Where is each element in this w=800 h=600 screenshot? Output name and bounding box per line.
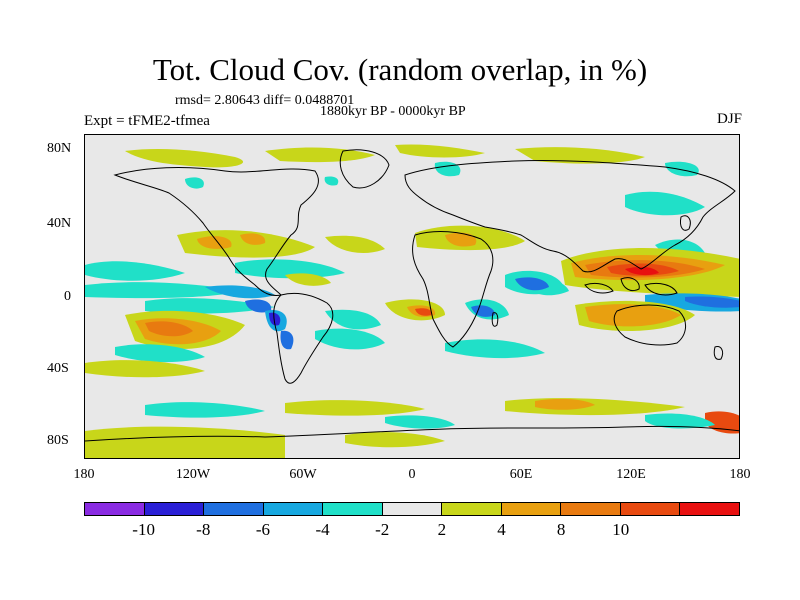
lon-label-180w: 180	[73, 467, 95, 482]
colorbar-box	[144, 503, 205, 515]
lon-label-120e: 120E	[616, 467, 646, 482]
colorbar-label: -6	[255, 520, 270, 539]
colorbar-label: 2	[437, 520, 447, 539]
colorbar-label: 10	[612, 520, 630, 539]
season-label: DJF	[716, 111, 742, 127]
cloud-cover-anomaly-map	[85, 144, 739, 458]
colorbar-box	[620, 503, 681, 515]
lon-label-0: 0	[408, 467, 416, 482]
colorbar-label: -4	[315, 520, 330, 539]
lat-label-40s: 40S	[47, 361, 69, 376]
colorbar-box	[442, 503, 502, 515]
lon-label-120w: 120W	[175, 467, 211, 482]
colorbar-box	[204, 503, 264, 515]
colorbar-box	[323, 503, 383, 515]
colorbar-box	[382, 503, 443, 515]
time-period: 1880kyr BP - 0000kyr BP	[320, 104, 466, 119]
lon-label-180e: 180	[729, 467, 751, 482]
colorbar-box	[680, 503, 740, 515]
rmsd-diff-stats: rmsd= 2.80643 diff= 0.0488701	[175, 93, 355, 108]
lat-label-equator: 0	[64, 289, 71, 304]
colorbar-box	[561, 503, 621, 515]
coastlines	[85, 149, 739, 442]
colorbar-box	[263, 503, 324, 515]
colorbar-label: -8	[196, 520, 211, 539]
colorbar-label: -10	[132, 520, 155, 539]
lat-label-80n: 80N	[47, 141, 72, 156]
map-panel	[84, 134, 740, 459]
colorbar-box	[501, 503, 562, 515]
colorbar	[84, 502, 740, 516]
lat-label-80s: 80S	[47, 433, 69, 448]
lon-label-60w: 60W	[289, 467, 317, 482]
colorbar-label: 4	[497, 520, 506, 539]
colorbar-box	[85, 503, 145, 515]
lon-label-60e: 60E	[509, 467, 533, 482]
plot-title: Tot. Cloud Cov. (random overlap, in %)	[152, 52, 648, 87]
lat-label-40n: 40N	[47, 216, 72, 231]
colorbar-label: 8	[556, 520, 566, 539]
colorbar-label: -2	[375, 520, 390, 539]
anomaly-fields	[85, 144, 739, 458]
experiment-label: Expt = tFME2-tfmea	[84, 113, 210, 129]
